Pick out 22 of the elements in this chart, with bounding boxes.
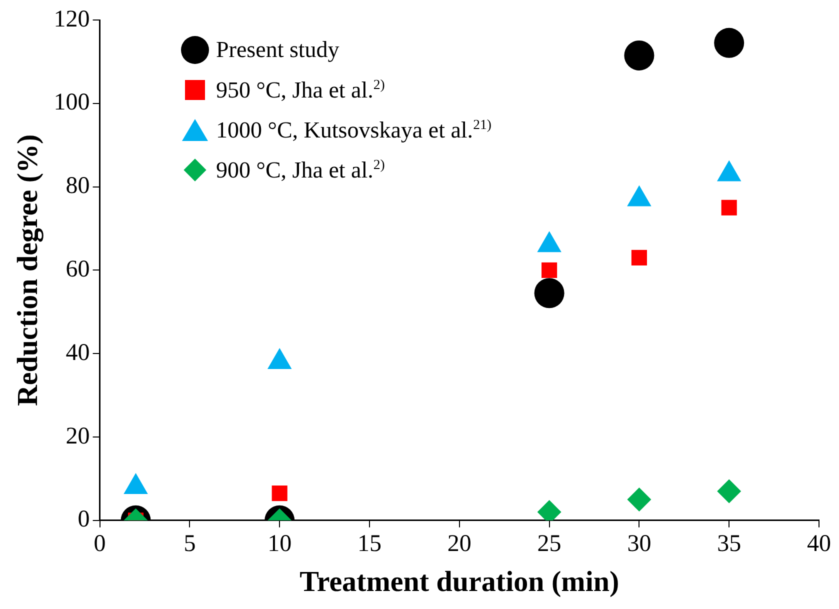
- x-tick-label: 35: [717, 531, 742, 558]
- y-tick-label: 0: [78, 506, 90, 533]
- y-tick-label: 20: [66, 423, 90, 450]
- y-tick-label: 120: [54, 6, 90, 32]
- y-tick-label: 100: [54, 90, 90, 116]
- y-tick-label: 40: [66, 340, 90, 366]
- legend-label: 950 °C, Jha et al.$^{2)}$: [216, 76, 385, 104]
- x-tick-label: 10: [268, 531, 292, 558]
- y-tick-label: 60: [66, 256, 90, 282]
- x-tick-label: 0: [94, 531, 106, 558]
- x-tick-label: 30: [627, 531, 652, 558]
- y-axis-title: Reduction degree (%): [12, 134, 44, 406]
- legend-label: Present study: [216, 37, 340, 63]
- y-tick-label: 80: [66, 173, 90, 200]
- x-tick-label: 5: [184, 531, 196, 558]
- x-tick-label: 20: [447, 531, 472, 558]
- x-tick-label: 25: [537, 531, 562, 558]
- legend-label: 900 °C, Jha et al.$^{2)}$: [216, 156, 385, 184]
- legend-label: 1000 °C, Kutsovskaya et al.$^{21)}$: [216, 116, 492, 144]
- x-tick-label: 40: [807, 531, 831, 558]
- x-axis-title: Treatment duration (min): [300, 566, 620, 598]
- x-tick-label: 15: [358, 531, 382, 558]
